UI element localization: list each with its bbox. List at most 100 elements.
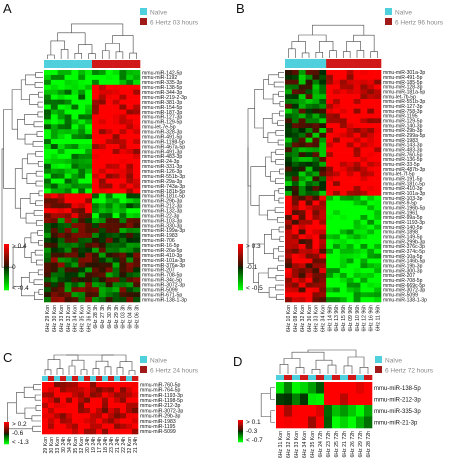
panel-a-heatmap-cell — [105, 104, 113, 110]
panel-c-heatmap-cell — [48, 408, 55, 414]
panel-b-heatmap-cell — [333, 244, 341, 250]
panel-b-heatmap-cell — [312, 224, 320, 230]
panel-d-colorbar-step — [238, 435, 243, 437]
panel-d-column-label: 6Hz 33 Kon — [294, 431, 300, 458]
panel-a-heatmap-cell — [98, 188, 107, 194]
panel-b-legend-label: Naïve — [395, 10, 412, 17]
panel-a-heatmap-cell — [119, 134, 127, 140]
panel-b-heatmap-cell — [353, 74, 361, 80]
panel-b-heatmap-cell — [346, 253, 354, 259]
panel-c-heatmap-cell — [60, 402, 67, 409]
panel-b-heatmap-cell — [298, 224, 306, 230]
panel-b-heatmap-cell — [319, 195, 327, 201]
panel-c-heatmap-cell — [66, 397, 73, 404]
panel-b-heatmap-cell — [326, 142, 334, 148]
panel-b-heatmap-cell — [346, 186, 354, 192]
panel-b-heatmap-cell — [333, 181, 341, 187]
panel-b-heatmap-cell — [339, 84, 348, 90]
panel-a-heatmap-cell — [78, 252, 86, 258]
panel-c-colorbar-step — [4, 426, 9, 428]
panel-c-row-label: mmu-miR-764-5p — [140, 388, 180, 394]
panel-b-heatmap-cell — [353, 273, 361, 279]
panel-b-colorbar-step — [238, 265, 243, 268]
panel-b-column-label: 6Hz 16 96h — [369, 305, 375, 332]
panel-a-heatmap-cell — [64, 153, 72, 160]
panel-b-heatmap-cell — [374, 113, 382, 119]
panel-b-heatmap-cell — [360, 79, 368, 85]
panel-a-heatmap-cell — [98, 94, 107, 100]
panel-a-heatmap-cell — [44, 74, 52, 81]
panel-c-colorbar-step — [4, 437, 9, 439]
panel-a-heatmap-cell — [64, 119, 72, 125]
panel-b-heatmap-cell — [319, 123, 327, 129]
panel-b-heatmap-cell — [285, 79, 293, 85]
panel-b-colorbar-step — [238, 259, 243, 262]
panel-b-heatmap-cell — [374, 166, 382, 172]
panel-b-colorbar-step — [238, 244, 243, 247]
panel-a-heatmap-cell — [78, 139, 86, 145]
panel-a-heatmap-cell — [126, 188, 134, 194]
panel-a-heatmap-cell — [50, 242, 59, 249]
panel-b-heatmap-cell — [326, 200, 334, 206]
panel-a-heatmap-cell — [85, 208, 93, 214]
panel-a-heatmap-cell — [71, 257, 79, 263]
panel-a-heatmap-cell — [78, 292, 86, 298]
panel-b-colorbar-step — [238, 267, 243, 270]
panel-b-row-label: mmu-miR-758-3p — [383, 109, 423, 115]
panel-b-row-label: mmu-let-7b-5p — [383, 94, 416, 100]
panel-c-heatmap-cell — [120, 397, 127, 404]
panel-a-heatmap-cell — [71, 193, 79, 199]
panel-d-row-label: mmu-miR-335-3p — [374, 409, 421, 415]
panel-b-row-label: mmu-miR-185-5p — [383, 80, 423, 86]
panel-b-heatmap-cell — [346, 171, 354, 177]
panel-a-row-dendrogram-link — [21, 277, 35, 297]
panel-b-heatmap-cell — [312, 171, 320, 177]
panel-b-heatmap-cell — [326, 215, 334, 221]
panel-a-heatmap-cell — [133, 144, 141, 150]
panel-a-heatmap-cell — [92, 158, 100, 165]
panel-b-heatmap-cell — [319, 215, 327, 221]
panel-b-heatmap-cell — [285, 258, 293, 264]
panel-b-heatmap-cell — [367, 297, 375, 303]
panel-b-heatmap-cell — [339, 287, 348, 293]
panel-c-heatmap-cell — [114, 387, 121, 393]
panel-b-heatmap-cell — [360, 287, 368, 293]
panel-a-heatmap-cell — [133, 124, 141, 130]
panel-c-heatmap-cell — [126, 382, 133, 388]
panel-a-colorbar-step — [4, 251, 9, 254]
panel-d-colorbar-step — [238, 438, 243, 440]
panel-a-heatmap-cell — [98, 84, 107, 91]
panel-d-colorbar-step — [238, 420, 243, 422]
panel-a-heatmap-cell — [105, 267, 113, 273]
panel-c-column-label: 22 24h — [121, 437, 127, 453]
panel-a-heatmap-cell — [44, 262, 52, 268]
panel-b-heatmap-cell — [285, 248, 293, 254]
panel-b-heatmap-cell — [291, 287, 300, 293]
panel-b-heatmap-cell — [339, 113, 348, 119]
panel-a-heatmap-cell — [50, 252, 59, 258]
panel-a-heatmap-cell — [112, 144, 120, 150]
panel-c-heatmap-cell — [120, 418, 127, 424]
panel-b-heatmap-cell — [319, 292, 327, 298]
panel-c-heatmap-cell — [114, 402, 121, 409]
panel-b-heatmap-cell — [367, 152, 375, 158]
panel-a-heatmap-cell — [50, 267, 59, 273]
panel-b-heatmap-cell — [326, 234, 334, 240]
panel-a-heatmap-cell — [85, 109, 93, 115]
panel-b-heatmap-cell — [339, 263, 348, 269]
panel-b-heatmap-cell — [305, 181, 313, 187]
panel-b-heatmap-cell — [333, 277, 341, 283]
panel-a-row-dendrogram-link — [35, 151, 43, 157]
panel-b-heatmap-cell — [360, 297, 368, 303]
panel-b-group-cell — [374, 59, 382, 68]
panel-b-heatmap-cell — [346, 142, 354, 148]
panel-a-heatmap-cell — [50, 74, 59, 81]
panel-a-heatmap-cell — [64, 292, 72, 298]
panel-b-heatmap-cell — [353, 292, 361, 298]
panel-b-heatmap-cell — [374, 123, 382, 129]
panel-b-heatmap-cell — [298, 229, 306, 235]
panel-a-column-label: 6Hz 34 Kon — [73, 305, 79, 332]
panel-b-heatmap-cell — [326, 273, 334, 279]
panel-b-heatmap-cell — [305, 137, 313, 143]
panel-d-row-label: mmu-miR-212-3p — [374, 397, 421, 403]
